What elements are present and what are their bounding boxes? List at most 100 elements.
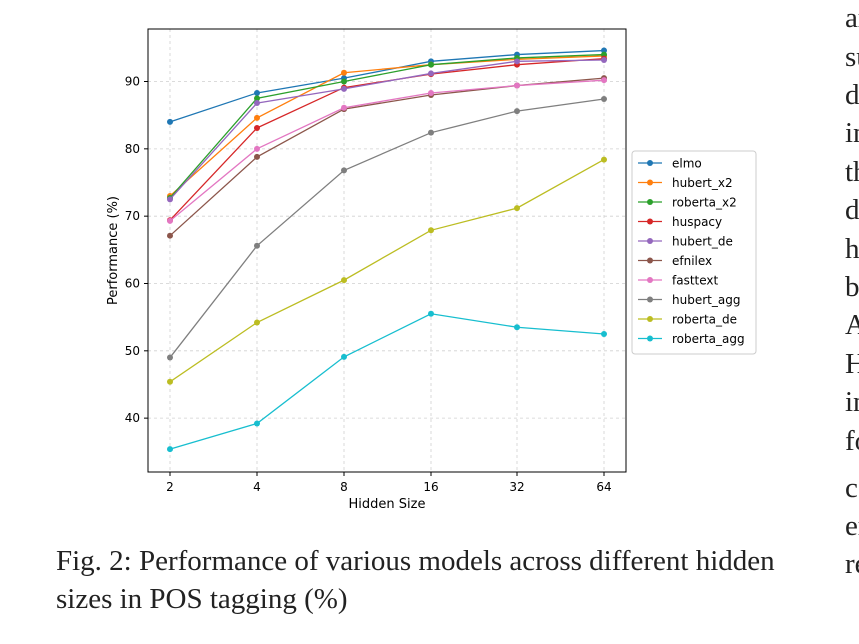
y-tick-label: 50 [125,344,140,358]
performance-line-chart: 40 50 60 70 80 90 2 4 8 16 32 64 Hidden Size Performa… [106,28,757,512]
side-text-fragment: in [845,117,859,149]
x-tick-label: 32 [509,480,524,494]
data-point-elmo [167,118,173,125]
data-point-roberta_de [428,227,434,234]
legend-label-roberta_agg: roberta_agg [672,332,745,346]
x-tick-label: 16 [423,480,438,494]
legend-swatch-marker [647,257,653,264]
x-tick-label: 2 [166,480,174,494]
side-text-fragment: d [845,79,859,111]
series-line-elmo [169,49,605,123]
data-point-hubert_de [167,196,173,203]
y-tick-label: 60 [125,276,140,290]
data-point-hubert_de [601,56,607,63]
side-text-fragment: th [845,156,859,188]
data-point-roberta_x2 [254,95,260,102]
side-text-fragment: fo [845,425,859,457]
data-point-hubert_agg [428,129,434,136]
side-text-fragment: in [845,386,859,418]
y-tick-label: 80 [125,142,140,156]
data-point-roberta_agg [514,324,520,331]
side-text-fragment: ar [845,2,859,34]
legend-swatch-marker [647,316,653,322]
side-text-fragment: su [845,41,859,73]
data-point-roberta_de [167,378,173,385]
data-point-fasttext [254,145,260,152]
side-text-fragment: b [845,271,859,303]
legend-swatch-marker [647,335,653,342]
x-tick-label: 8 [340,480,348,494]
side-text-fragment: h [845,233,859,265]
side-text-fragment: d [845,194,859,226]
side-text-fragment: A [845,309,859,341]
legend-label-huspacy: huspacy [672,215,722,229]
series-line-hubert_de [169,59,605,200]
data-point-hubert_de [254,100,260,107]
series-line-hubert_agg [169,98,605,358]
data-point-roberta_agg [428,310,434,317]
data-point-roberta_agg [341,353,347,360]
side-text-fragment: re [845,548,859,580]
legend-swatch-marker [647,160,653,166]
series-line-roberta_x2 [169,53,605,199]
data-point-roberta_de [514,205,520,212]
data-point-roberta_de [341,277,347,284]
y-tick-label: 70 [125,209,140,223]
legend-swatch-marker [647,199,653,205]
data-point-hubert_agg [601,96,607,103]
x-tick-label: 64 [596,480,611,494]
legend-label-hubert_agg: hubert_agg [672,293,740,307]
data-point-roberta_agg [167,446,173,453]
data-point-roberta_agg [601,330,607,337]
legend-box [631,150,757,355]
data-point-roberta_agg [254,420,260,427]
data-point-hubert_agg [341,167,347,174]
series-line-roberta_agg [169,313,605,450]
figure-caption: Fig. 2: Performance of various models ac… [56,545,775,615]
legend-swatch-marker [647,218,653,225]
side-text-fragment: H [845,348,859,380]
data-point-efnilex [254,153,260,160]
legend-swatch-marker [647,179,653,186]
legend-label-fasttext: fasttext [672,274,719,288]
legend-label-roberta_x2: roberta_x2 [672,196,737,210]
legend-label-hubert_de: hubert_de [672,235,733,249]
x-axis-label: Hidden Size [349,497,426,512]
data-point-huspacy [254,124,260,131]
legend-label-roberta_de: roberta_de [672,313,737,327]
data-point-hubert_agg [514,108,520,115]
data-point-hubert_x2 [254,114,260,121]
y-tick-label: 40 [125,411,140,425]
data-point-efnilex [167,232,173,239]
data-point-hubert_agg [167,354,173,361]
legend-swatch-marker [647,238,653,244]
y-tick-label: 90 [125,75,140,89]
data-point-roberta_x2 [428,61,434,68]
data-point-hubert_agg [254,242,260,249]
data-point-elmo [254,89,260,96]
legend-label-hubert_x2: hubert_x2 [672,176,733,190]
data-point-fasttext [514,82,520,89]
data-point-hubert_de [428,70,434,77]
legend-label-efnilex: efnilex [672,254,712,268]
data-point-roberta_de [254,319,260,326]
data-point-fasttext [428,89,434,96]
series-line-efnilex [169,77,605,237]
data-point-roberta_x2 [341,78,347,85]
series-line-hubert_x2 [169,55,605,197]
data-point-fasttext [167,217,173,224]
side-text-fragment: er [845,510,859,542]
legend-label-elmo: elmo [672,157,702,171]
data-point-hubert_de [341,85,347,92]
data-point-hubert_de [514,58,520,65]
x-tick-label: 4 [253,480,261,494]
y-axis-label: Performance (%) [106,196,121,305]
series-line-roberta_de [169,159,605,383]
plot-frame [147,28,627,473]
data-point-fasttext [601,77,607,84]
data-point-roberta_de [601,156,607,163]
legend-swatch-marker [647,296,653,303]
legend-swatch-marker [647,277,653,283]
series-line-fasttext [169,79,605,222]
data-point-fasttext [341,104,347,111]
